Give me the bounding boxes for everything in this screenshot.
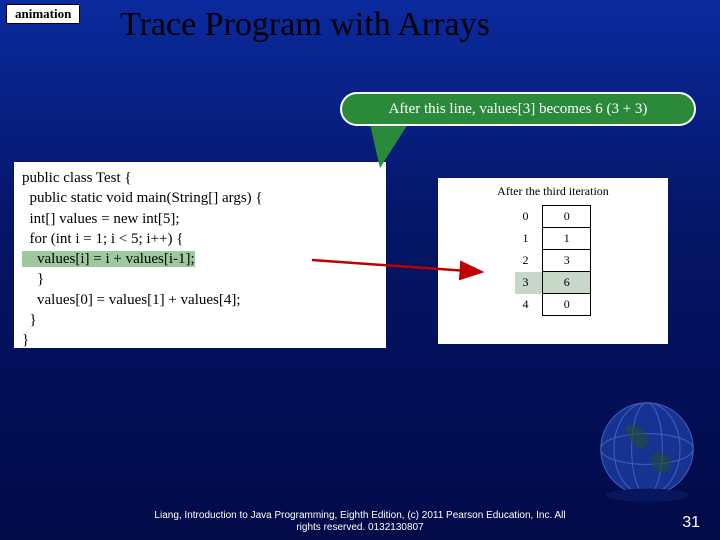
- array-value: 3: [543, 250, 591, 272]
- code-line: }: [22, 310, 378, 330]
- array-value: 0: [543, 206, 591, 228]
- array-index: 1: [515, 228, 543, 250]
- array-value: 1: [543, 228, 591, 250]
- array-value: 6: [543, 272, 591, 294]
- array-caption: After the third iteration: [448, 184, 658, 199]
- array-row: 36: [515, 272, 591, 294]
- footer-line-1: Liang, Introduction to Java Programming,…: [154, 510, 565, 521]
- array-index: 0: [515, 206, 543, 228]
- slide-title: Trace Program with Arrays: [120, 6, 490, 44]
- array-value: 0: [543, 294, 591, 316]
- array-row: 23: [515, 250, 591, 272]
- array-row: 11: [515, 228, 591, 250]
- array-index: 2: [515, 250, 543, 272]
- page-number: 31: [682, 514, 700, 532]
- code-line: public static void main(String[] args) {: [22, 188, 378, 208]
- globe-decoration: [592, 394, 702, 504]
- pointer-arrow: [312, 230, 512, 290]
- callout-tail: [370, 124, 408, 168]
- footer-text: Liang, Introduction to Java Programming,…: [0, 510, 720, 534]
- array-index: 3: [515, 272, 543, 294]
- callout-bubble: After this line, values[3] becomes 6 (3 …: [340, 92, 696, 126]
- code-line: }: [22, 330, 378, 350]
- animation-tag: animation: [6, 4, 80, 24]
- footer-line-2: rights reserved. 0132130807: [296, 522, 423, 533]
- array-row: 40: [515, 294, 591, 316]
- code-line: int[] values = new int[5];: [22, 209, 378, 229]
- code-line: public class Test {: [22, 168, 378, 188]
- array-row: 00: [515, 206, 591, 228]
- code-line: values[0] = values[1] + values[4];: [22, 290, 378, 310]
- array-table: 0011233640: [515, 205, 592, 316]
- array-index: 4: [515, 294, 543, 316]
